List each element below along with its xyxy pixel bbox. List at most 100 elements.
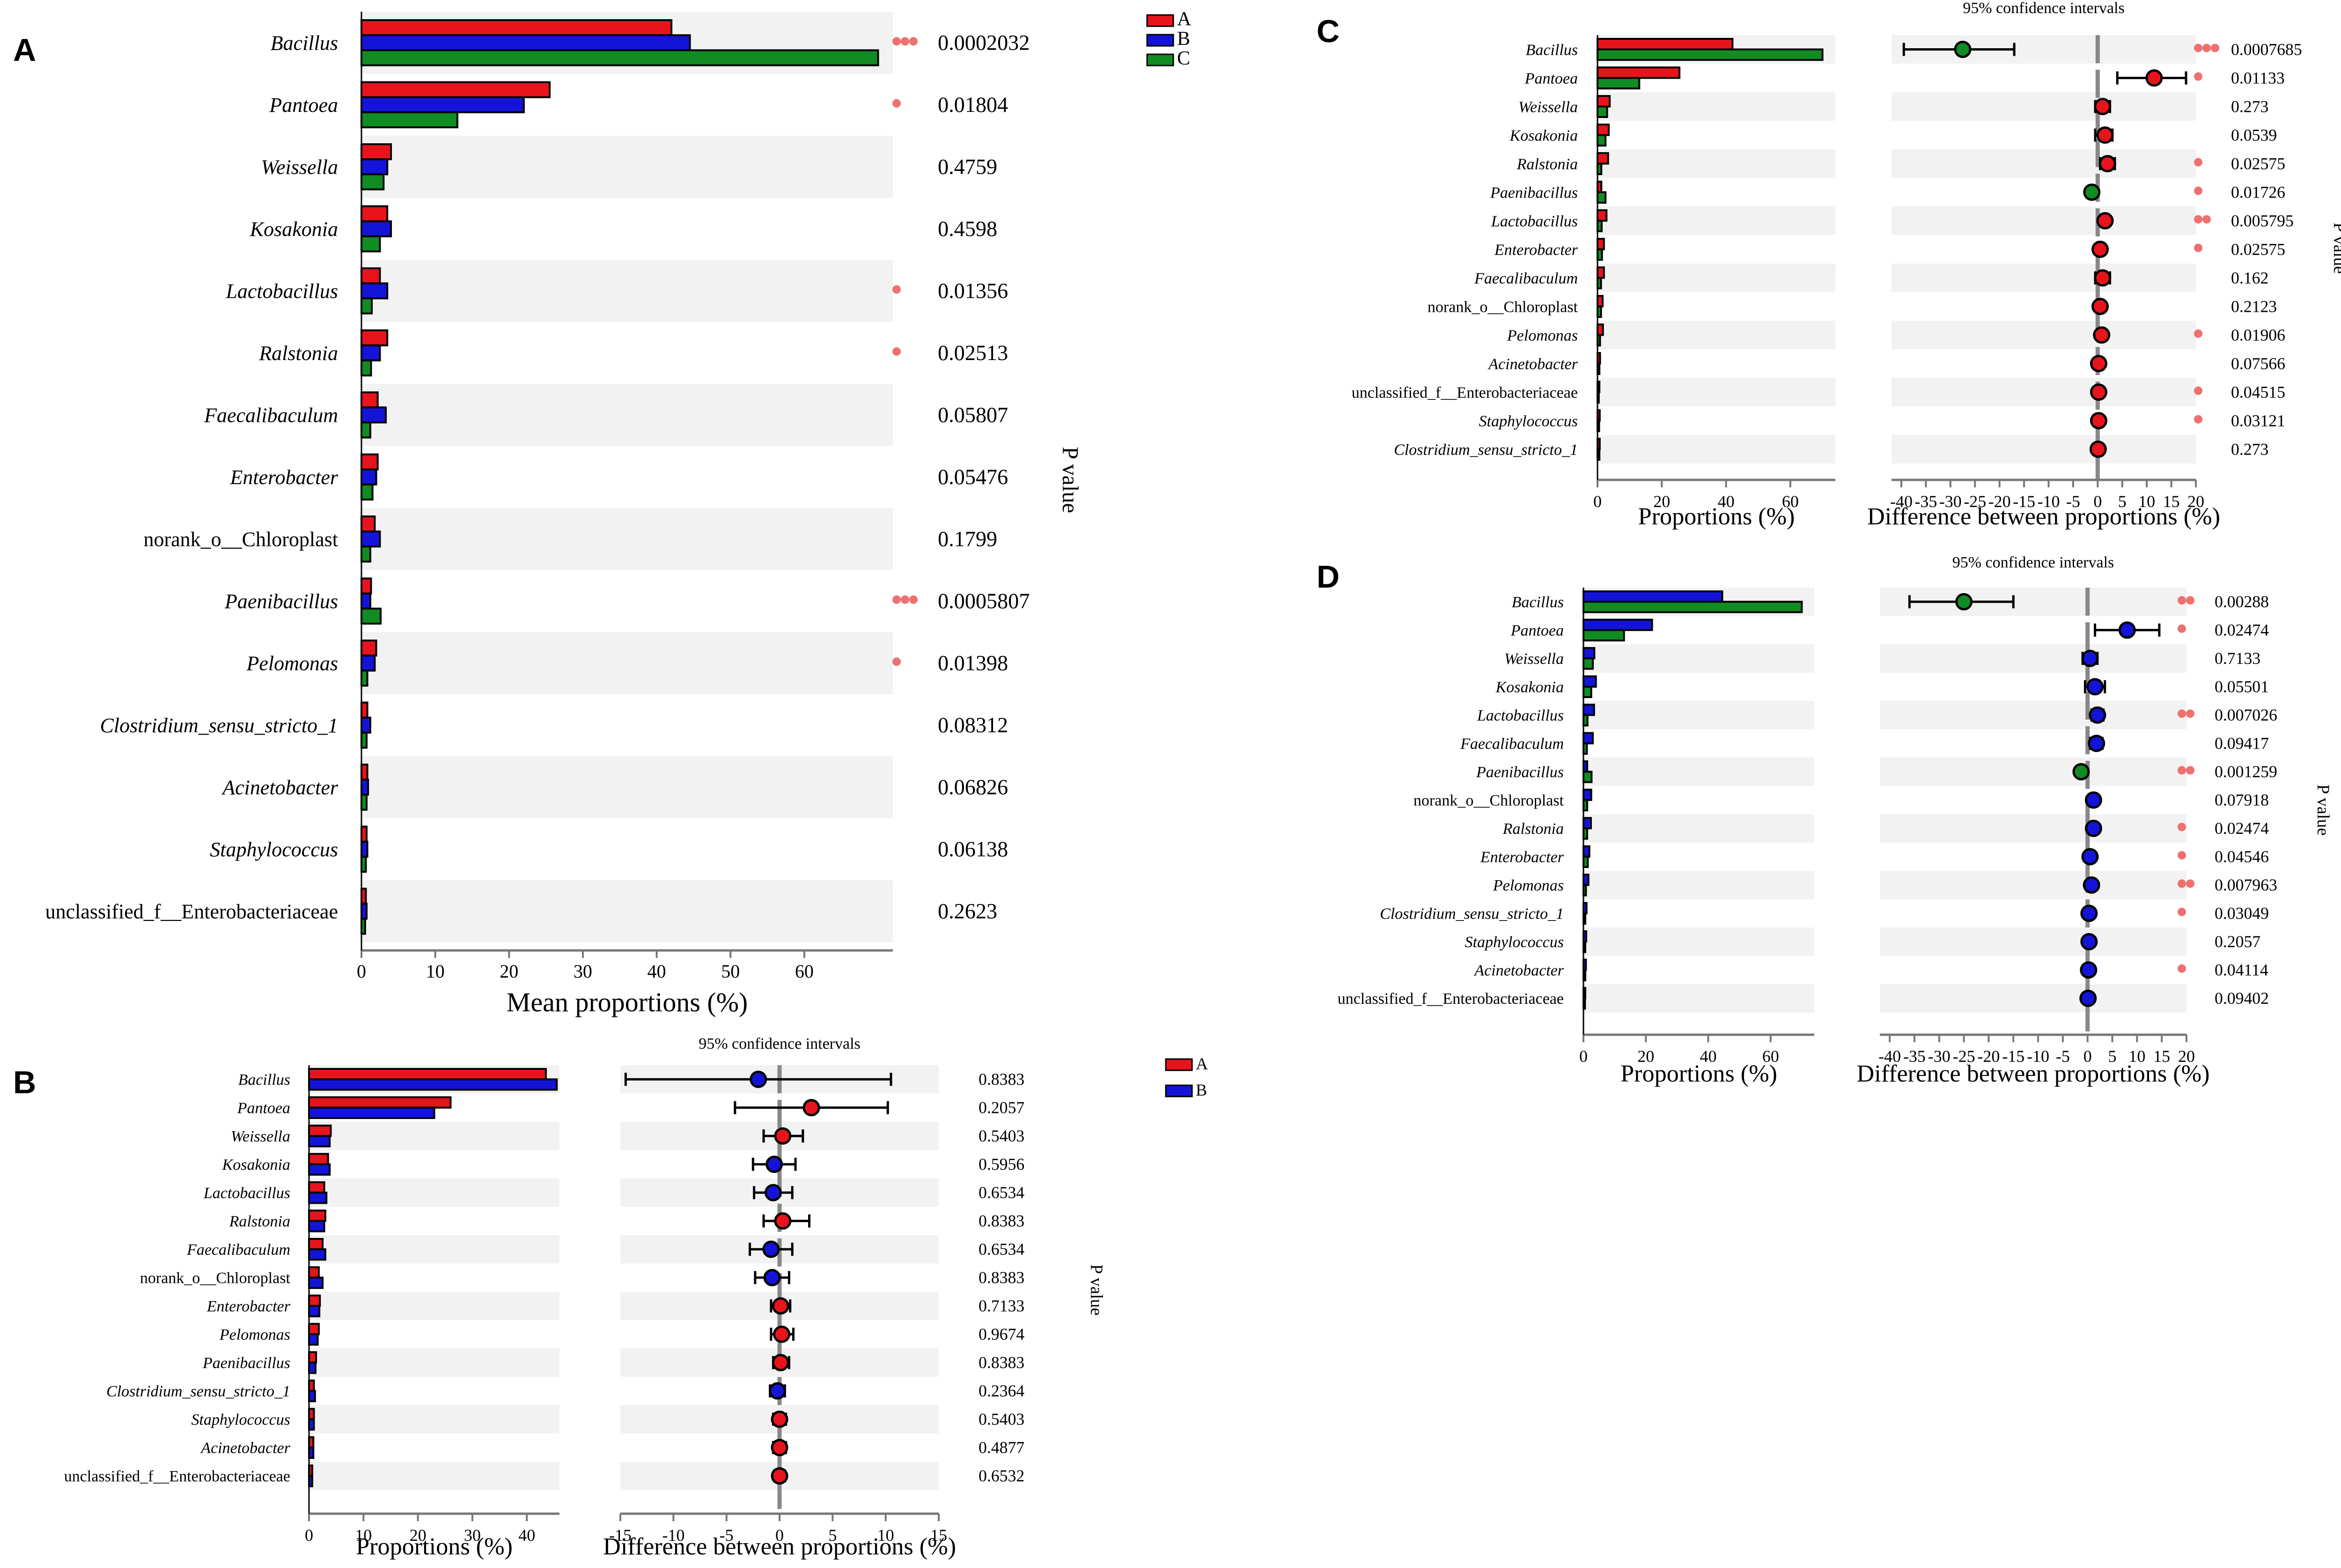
row-stripe — [1597, 149, 1835, 178]
diff-tick-label: -10 — [662, 1526, 685, 1545]
p-value: 0.03049 — [2215, 904, 2269, 923]
category-label: Paenibacillus — [202, 1355, 290, 1372]
category-label: Pantoea — [237, 1100, 290, 1117]
panel-label: A — [13, 32, 36, 68]
category-label: Pantoea — [1510, 622, 1564, 640]
row-stripe — [361, 880, 893, 942]
x-tick-label: 60 — [1782, 492, 1799, 511]
diff-point — [2090, 383, 2107, 401]
bar-C — [1597, 105, 1608, 118]
row-stripe — [1597, 321, 1835, 349]
diff-point — [2081, 649, 2099, 667]
diff-point — [2083, 184, 2101, 201]
x-tick-label: 40 — [518, 1526, 535, 1545]
diff-point — [2094, 98, 2112, 115]
bar-B — [1583, 647, 1596, 660]
category-label: Ralstonia — [258, 342, 338, 365]
diff-tick-label: 10 — [2128, 1047, 2145, 1066]
diff-point — [2096, 126, 2114, 144]
category-label: Staphylococcus — [210, 838, 338, 861]
x-tick-label: 20 — [500, 961, 518, 982]
diff-tick-label: -10 — [2027, 1047, 2049, 1066]
bar-C — [361, 607, 382, 625]
row-stripe — [309, 1462, 559, 1490]
p-value: 0.01726 — [2231, 183, 2285, 201]
x-tick-label: 30 — [464, 1526, 481, 1545]
p-value: 0.0002032 — [938, 31, 1030, 55]
bar-B — [308, 1135, 331, 1148]
bar-B — [361, 406, 387, 424]
bar-C — [361, 173, 385, 191]
p-value: 0.02474 — [2215, 621, 2269, 640]
significance-dot — [2194, 329, 2202, 338]
diff-axis-label: Difference between proportions (%) — [603, 1533, 956, 1560]
bar-B — [361, 592, 371, 610]
bar-C — [361, 794, 368, 811]
x-tick-label: 40 — [1718, 492, 1735, 511]
significance-dot — [2194, 415, 2202, 424]
bar-C — [1583, 685, 1592, 698]
diff-tick-label: 20 — [2178, 1047, 2195, 1066]
p-value: 0.2123 — [2231, 297, 2277, 316]
panel-label: B — [13, 1065, 36, 1100]
category-label: Paenibacillus — [1490, 184, 1578, 201]
diff-point — [802, 1099, 820, 1117]
p-value: 0.4598 — [938, 217, 997, 241]
diff-tick-label: -40 — [1890, 492, 1913, 511]
bar-A — [361, 701, 368, 719]
p-value: 0.06138 — [938, 837, 1008, 861]
row-stripe — [309, 1235, 559, 1264]
row-stripe — [1892, 378, 2196, 406]
category-label: Kosakonia — [222, 1156, 290, 1174]
row-stripe — [1892, 321, 2196, 349]
diff-point — [1954, 41, 1972, 58]
p-value: 0.07918 — [2215, 791, 2269, 810]
diff-point — [2086, 678, 2104, 696]
category-label: Pelomonas — [1507, 327, 1578, 344]
diff-point — [772, 1297, 789, 1315]
diff-tick-label: -5 — [2066, 492, 2080, 511]
p-value: 0.6534 — [979, 1183, 1024, 1202]
category-label: Faecalibaculum — [1474, 270, 1578, 287]
significance-dot — [2178, 596, 2186, 605]
category-label: Enterobacter — [1480, 849, 1564, 866]
diff-tick-label: 20 — [2187, 492, 2204, 511]
p-value: 0.01398 — [938, 651, 1008, 675]
bar-B — [361, 903, 368, 920]
bar-B — [1583, 817, 1592, 830]
significance-dot — [2178, 879, 2186, 888]
p-value: 0.02474 — [2215, 819, 2269, 838]
bar-A — [361, 825, 368, 843]
diff-tick-label: 0 — [2093, 492, 2102, 511]
p-value: 0.0007685 — [2231, 40, 2302, 59]
bar-C — [1583, 601, 1803, 613]
p-value: 0.6534 — [979, 1240, 1024, 1259]
p-value: 0.02575 — [2231, 240, 2285, 258]
row-stripe — [1583, 644, 1814, 673]
diff-axis-label: Difference between proportions (%) — [1857, 1060, 2210, 1087]
diff-tick-label: -25 — [1953, 1047, 1975, 1066]
diff-point — [2080, 933, 2098, 950]
diff-point — [2090, 412, 2107, 429]
category-label: Ralstonia — [1502, 820, 1564, 838]
p-value: 0.02575 — [2231, 154, 2285, 173]
significance-dot — [2178, 624, 2186, 633]
diff-point — [762, 1240, 780, 1258]
row-stripe — [309, 1122, 559, 1150]
category-label: Enterobacter — [1494, 241, 1578, 258]
bar-C — [1583, 629, 1625, 641]
significance-dot — [2194, 386, 2202, 395]
category-label: Pelomonas — [219, 1326, 290, 1344]
p-value: 0.06826 — [938, 775, 1008, 799]
category-label: Weissella — [1518, 98, 1578, 116]
significance-dot — [892, 285, 901, 294]
p-value: 0.001259 — [2215, 762, 2277, 781]
row-stripe — [309, 1348, 559, 1377]
row-stripe — [1880, 984, 2186, 1013]
bar-A — [308, 1068, 547, 1081]
x-tick-label: 10 — [426, 961, 445, 982]
p-value: 0.4877 — [979, 1438, 1024, 1457]
diff-point — [2093, 326, 2111, 344]
bar-A — [361, 81, 551, 98]
bar-A — [1597, 95, 1611, 108]
